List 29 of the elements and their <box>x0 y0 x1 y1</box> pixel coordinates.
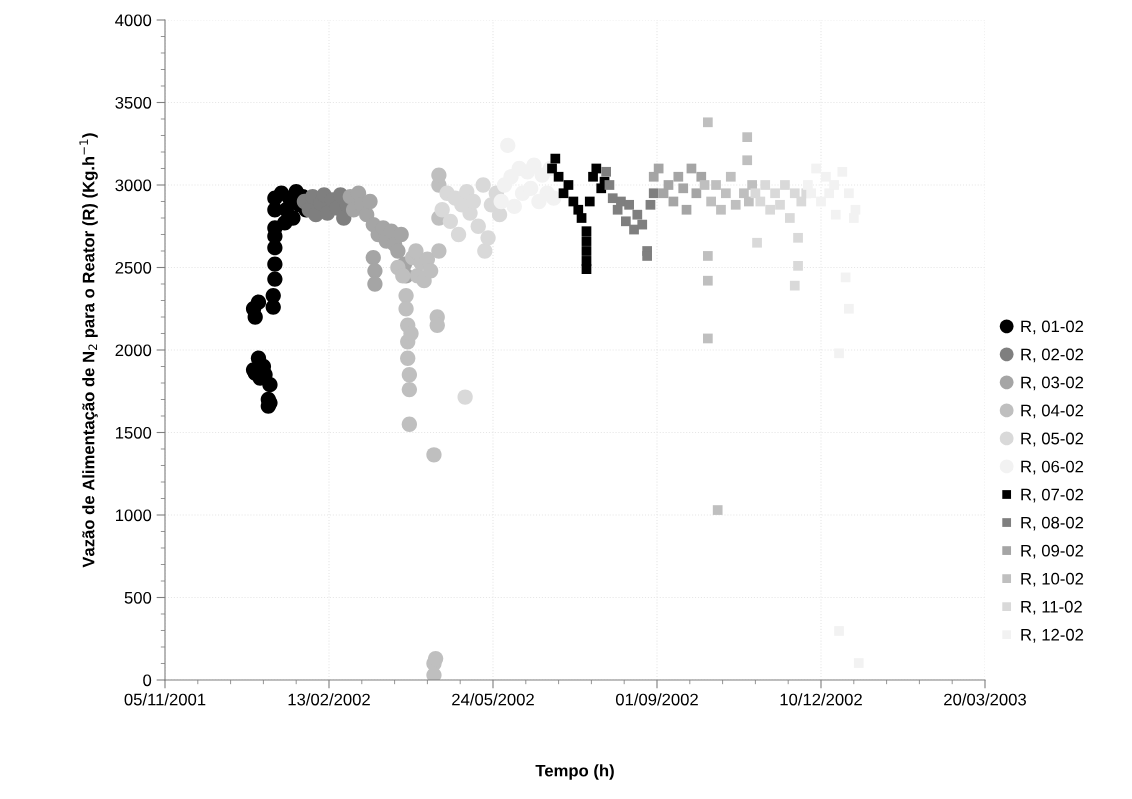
legend-label: R, 01-02 <box>1021 320 1084 335</box>
legend-label: R, 07-02 <box>1021 488 1084 503</box>
y-tick-label: 2000 <box>115 344 152 357</box>
legend-label: R, 12-02 <box>1021 628 1084 643</box>
legend-label: R, 02-02 <box>1021 348 1084 363</box>
y-tick-label: 1000 <box>116 509 152 522</box>
y-tick-label: 3500 <box>115 96 152 109</box>
legend-label: R, 06-02 <box>1021 460 1084 475</box>
y-tick-label: 1500 <box>116 426 152 439</box>
legend-label: R, 08-02 <box>1021 516 1084 531</box>
y-axis-title: Vazão de Alimentação de N$_{2}$ para o Reator (R) (Kg.h$^{−1}$) <box>79 133 98 568</box>
y-tick-label: 500 <box>124 591 152 604</box>
y-tick-label: 4000 <box>115 14 152 27</box>
x-tick-label: 10/12/2002 <box>780 693 862 706</box>
legend-label: R, 04-02 <box>1021 404 1084 419</box>
legend-label: R, 09-02 <box>1021 544 1084 559</box>
legend-label: R, 03-02 <box>1021 376 1084 391</box>
y-tick-label: 3000 <box>115 179 152 192</box>
x-tick-label: 24/05/2002 <box>452 693 534 706</box>
y-tick-label: 2500 <box>115 261 152 274</box>
x-tick-label: 20/03/2003 <box>944 693 1026 706</box>
legend-label: R, 11-02 <box>1021 600 1082 615</box>
legend-label: R, 10-02 <box>1021 572 1084 587</box>
x-tick-label: 01/09/2002 <box>615 693 698 706</box>
x-axis-title: Tempo (h) <box>535 764 614 780</box>
x-tick-label: 13/02/2002 <box>288 693 370 706</box>
legend-label: R, 05-02 <box>1021 432 1084 447</box>
x-tick-label: 05/11/2001 <box>124 693 206 706</box>
y-tick-label: 0 <box>143 674 152 687</box>
